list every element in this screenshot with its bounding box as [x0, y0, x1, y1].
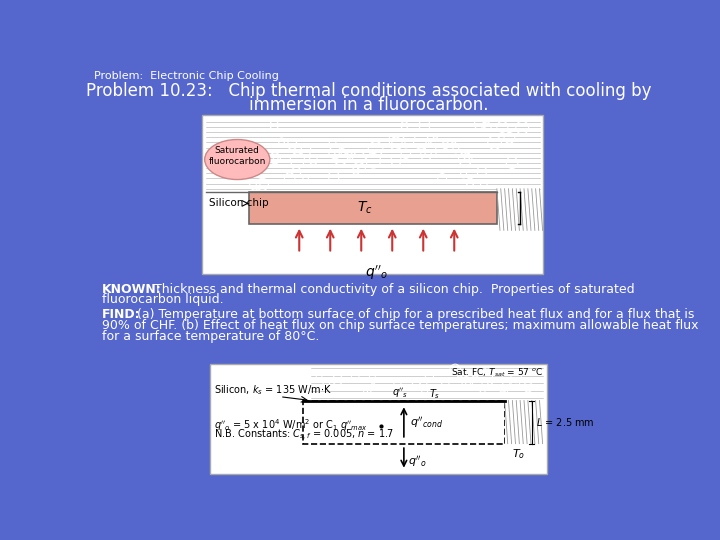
Bar — [202, 115, 544, 274]
Bar — [249, 192, 497, 224]
Text: fluorocarbon liquid.: fluorocarbon liquid. — [102, 294, 223, 307]
Text: Sat. FC, $T_{sat}$ = 57 $^o$C: Sat. FC, $T_{sat}$ = 57 $^o$C — [451, 367, 544, 379]
Text: $T_c$: $T_c$ — [357, 200, 373, 216]
Bar — [497, 188, 539, 232]
Text: $q''_o$ = 5 x 10$^4$ W/m$^2$ or C$_1$ $q''_{max}$: $q''_o$ = 5 x 10$^4$ W/m$^2$ or C$_1$ $q… — [214, 417, 368, 433]
Ellipse shape — [204, 139, 270, 179]
Text: N.B. Constants: $C_{s,f}$ = 0.005, $n$ = 1.7: N.B. Constants: $C_{s,f}$ = 0.005, $n$ =… — [214, 428, 394, 443]
Text: (a) Temperature at bottom surface of chip for a prescribed heat flux and for a f: (a) Temperature at bottom surface of chi… — [129, 308, 694, 321]
Text: Saturated
fluorocarbon: Saturated fluorocarbon — [209, 146, 266, 166]
Text: $q''_o$: $q''_o$ — [408, 454, 426, 469]
Text: immersion in a fluorocarbon.: immersion in a fluorocarbon. — [249, 96, 489, 113]
Text: Thickness and thermal conductivity of a silicon chip.  Properties of saturated: Thickness and thermal conductivity of a … — [145, 283, 634, 296]
Text: Problem 10.23:   Chip thermal conditions associated with cooling by: Problem 10.23: Chip thermal conditions a… — [86, 82, 652, 100]
Text: $L$ = 2.5 mm: $L$ = 2.5 mm — [536, 416, 594, 428]
Text: Silicon, $k_s$ = 135 W/m$\cdot$K: Silicon, $k_s$ = 135 W/m$\cdot$K — [214, 383, 332, 397]
Text: $T_s$: $T_s$ — [429, 388, 441, 401]
Bar — [303, 401, 505, 444]
Text: for a surface temperature of 80°C.: for a surface temperature of 80°C. — [102, 330, 319, 343]
Text: Problem:  Electronic Chip Cooling: Problem: Electronic Chip Cooling — [94, 71, 279, 81]
Text: $T_o$: $T_o$ — [513, 448, 526, 461]
Text: $q''_o$: $q''_o$ — [365, 264, 388, 282]
Text: $q''_s$: $q''_s$ — [392, 386, 408, 400]
Bar — [505, 401, 544, 444]
Text: $q''_{cond}$: $q''_{cond}$ — [410, 415, 444, 430]
Bar — [210, 363, 547, 475]
Text: KNOWN:: KNOWN: — [102, 283, 161, 296]
Text: FIND:: FIND: — [102, 308, 140, 321]
Text: Silicon chip: Silicon chip — [209, 198, 268, 208]
Text: 90% of CHF. (b) Effect of heat flux on chip surface temperatures; maximum allowa: 90% of CHF. (b) Effect of heat flux on c… — [102, 319, 698, 332]
